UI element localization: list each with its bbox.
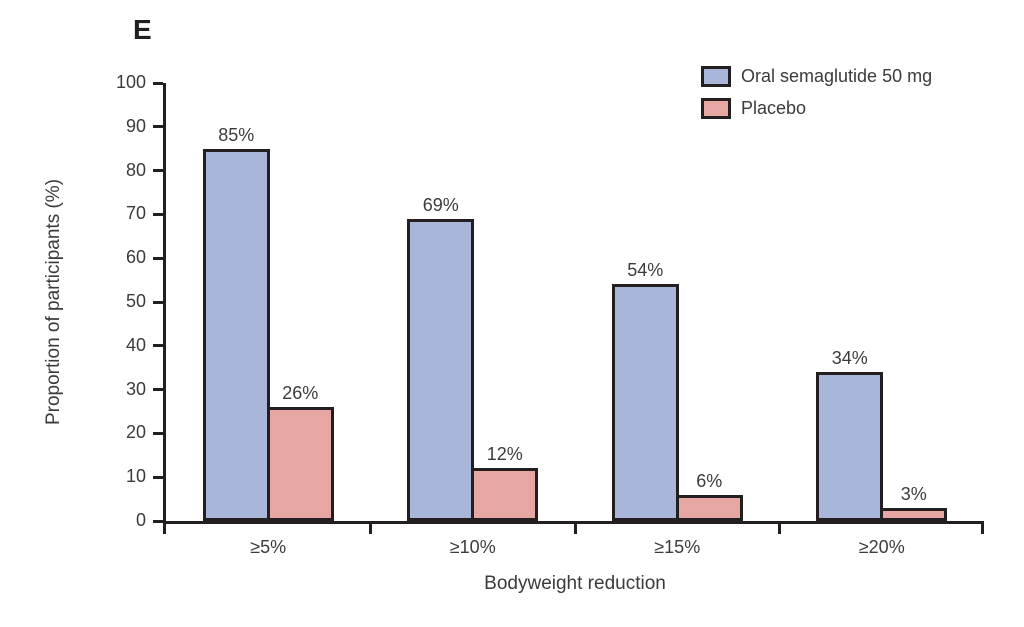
bar-value-label: 85% — [218, 124, 255, 145]
bar-value-label: 54% — [627, 260, 664, 281]
y-axis-tick-label: 0 — [135, 510, 146, 531]
bar-value-label: 3% — [900, 483, 927, 504]
x-axis-category-label: ≥15% — [654, 537, 701, 557]
y-axis-tick — [153, 475, 163, 479]
panel-label: E — [133, 14, 152, 45]
y-axis-tick-label: 60 — [125, 247, 146, 268]
y-axis-tick — [153, 256, 163, 260]
legend-item: Placebo — [701, 98, 932, 119]
y-axis-tick — [153, 519, 163, 523]
y-axis-tick-label: 90 — [125, 115, 146, 136]
bar-semaglutide: 85% — [202, 125, 270, 521]
y-axis-tick-label: 50 — [125, 291, 146, 312]
x-axis-tick — [573, 521, 577, 534]
legend-label: Placebo — [741, 98, 807, 118]
x-axis-tick — [163, 521, 166, 534]
legend: Oral semaglutide 50 mg Placebo — [701, 66, 932, 119]
bar-placebo: 26% — [266, 383, 334, 521]
bar-semaglutide: 54% — [611, 260, 679, 521]
y-axis-tick — [153, 344, 163, 348]
bar-value-label: 6% — [696, 470, 723, 491]
y-axis-tick — [153, 431, 163, 435]
y-axis-tick-label: 100 — [115, 72, 146, 93]
bar-group: 85% 26% — [166, 83, 371, 521]
bar-placebo: 12% — [471, 444, 539, 521]
bar-placebo: 3% — [880, 484, 948, 521]
bar-value-label: 34% — [831, 348, 868, 369]
bar-group: 54% 6% — [575, 83, 780, 521]
legend-item: Oral semaglutide 50 mg — [701, 66, 932, 87]
bar-semaglutide: 34% — [816, 348, 884, 521]
x-axis-tick — [981, 521, 984, 534]
bar-value-label: 12% — [486, 444, 523, 465]
legend-swatch — [701, 66, 731, 87]
bar-groups: 85% 26% 69% 12% 54% 6% 34% 3% — [166, 83, 984, 521]
y-axis-tick — [153, 81, 163, 85]
x-axis-title: Bodyweight reduction — [484, 573, 666, 594]
y-axis-tick — [153, 169, 163, 173]
y-axis-tick — [153, 125, 163, 129]
y-axis-tick-label: 20 — [125, 422, 146, 443]
y-axis-tick — [153, 388, 163, 392]
y-axis-tick-label: 40 — [125, 334, 146, 355]
x-axis-tick — [369, 521, 372, 534]
plot-area: 85% 26% 69% 12% 54% 6% 34% 3% Proportion of par… — [43, 72, 984, 594]
y-axis-tick — [153, 212, 163, 216]
legend-label: Oral semaglutide 50 mg — [741, 66, 933, 86]
x-axis-category-label: ≥20% — [858, 537, 905, 557]
x-axis-category-label: ≥10% — [449, 537, 496, 557]
bar-group: 34% 3% — [780, 83, 985, 521]
bar-group: 69% 12% — [371, 83, 576, 521]
legend-swatch — [701, 98, 731, 119]
bar-value-label: 26% — [282, 383, 319, 404]
y-axis-tick — [153, 300, 163, 304]
x-axis-category-label: ≥5% — [250, 537, 287, 557]
x-axis-tick — [778, 521, 781, 534]
y-axis-tick-label: 10 — [125, 466, 146, 487]
bar-semaglutide: 69% — [407, 195, 475, 521]
y-axis-tick-label: 30 — [125, 378, 146, 399]
y-axis-tick-label: 70 — [125, 203, 146, 224]
bar-placebo: 6% — [675, 471, 743, 521]
bar-value-label: 69% — [422, 194, 459, 215]
y-axis-title: Proportion of participants (%) — [43, 178, 64, 426]
y-axis-tick-label: 80 — [125, 159, 146, 180]
